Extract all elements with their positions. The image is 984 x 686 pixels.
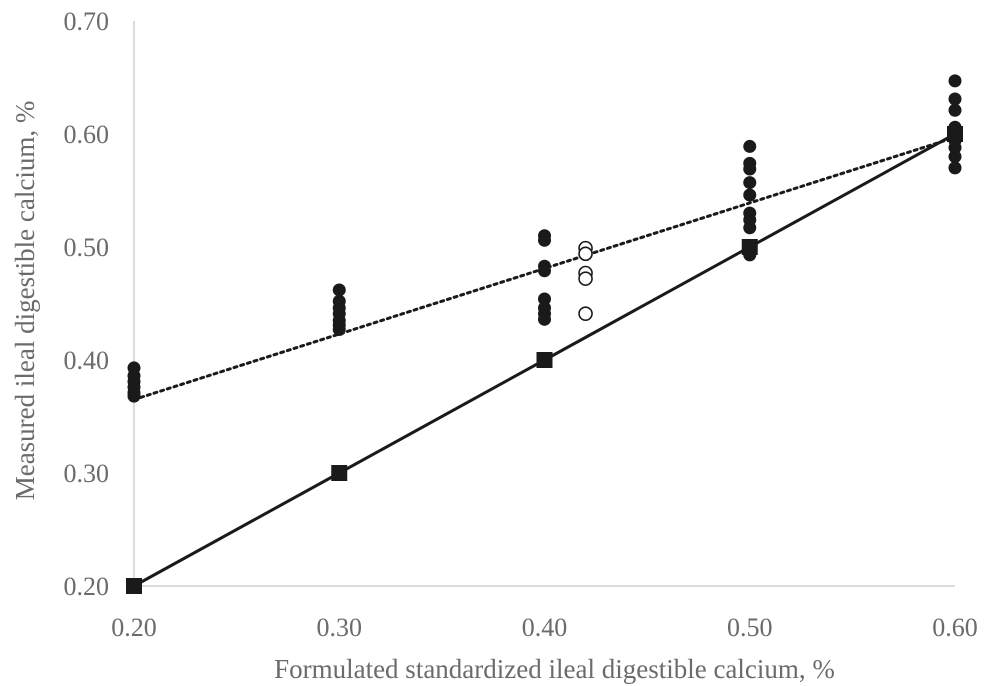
filled-circle-point — [743, 176, 757, 190]
filled-circle-point — [332, 283, 346, 297]
filled-circle-point — [948, 103, 962, 117]
filled-circle-point — [743, 162, 757, 176]
filled-circle-point — [743, 221, 757, 235]
filled-circle-point — [948, 141, 962, 155]
x-tick-label: 0.20 — [111, 613, 157, 642]
x-tick-labels: 0.20 0.30 0.40 0.50 0.60 — [111, 613, 978, 642]
filled-circle-point — [538, 312, 551, 326]
y-tick-label: 0.30 — [64, 459, 110, 488]
y-tick-label: 0.70 — [64, 7, 110, 36]
filled-circle-point — [743, 139, 757, 153]
filled-circle-point — [948, 92, 962, 106]
open-circle-point — [578, 246, 593, 262]
y-tick-label: 0.20 — [64, 572, 110, 601]
y-tick-labels: 0.20 0.30 0.40 0.50 0.60 0.70 — [64, 7, 110, 601]
x-tick-label: 0.60 — [932, 613, 978, 642]
filled-circle-point — [948, 150, 962, 164]
data-marks — [126, 74, 963, 594]
filled-circle-point — [127, 389, 141, 403]
y-tick-label: 0.60 — [64, 120, 110, 149]
x-tick-label: 0.50 — [727, 613, 773, 642]
y-axis-title: Measured ileal digestible calcium, % — [10, 101, 40, 501]
y-tick-label: 0.50 — [64, 233, 110, 262]
y-tick-label: 0.40 — [64, 346, 110, 375]
open-circle-point — [578, 306, 593, 321]
square-point — [536, 352, 553, 368]
x-tick-label: 0.40 — [522, 613, 568, 642]
x-axis-title: Formulated standardized ileal digestible… — [274, 654, 835, 684]
filled-circle-point — [538, 292, 551, 306]
filled-circle-point — [743, 188, 757, 202]
filled-circle-point — [948, 74, 962, 88]
filled-circle-point — [538, 233, 551, 247]
square-point — [331, 465, 348, 481]
x-tick-label: 0.30 — [317, 613, 363, 642]
filled-circle-point — [948, 161, 962, 175]
square-point — [947, 126, 963, 142]
filled-circle-point — [538, 264, 551, 278]
open-circle-point — [578, 271, 593, 286]
square-point — [126, 578, 142, 594]
filled-circle-point — [332, 322, 346, 336]
square-point — [741, 239, 758, 255]
axes-layer — [133, 21, 955, 587]
